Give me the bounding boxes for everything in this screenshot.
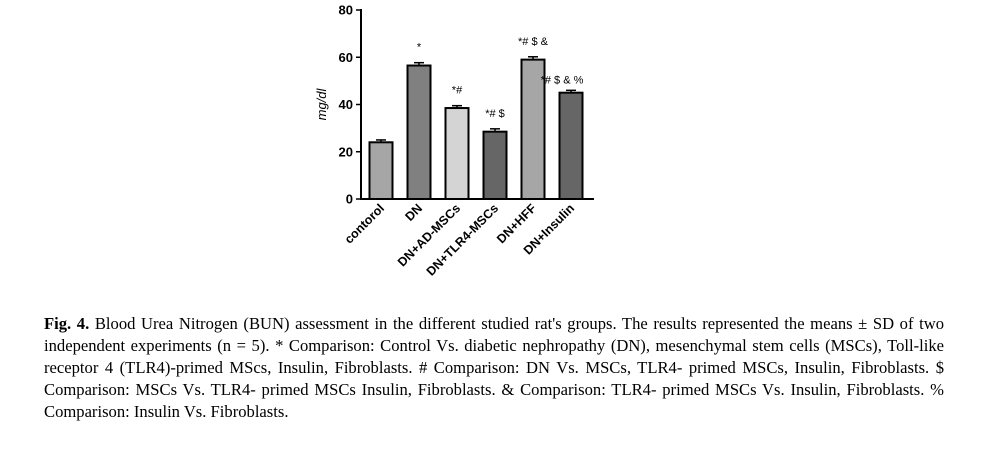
y-tick-label: 20 [339, 144, 353, 159]
y-tick-label: 60 [339, 50, 353, 65]
significance-label: *# [452, 85, 463, 97]
bar [406, 64, 432, 200]
bar [444, 107, 470, 200]
significance-label: * [417, 42, 422, 54]
y-tick-label: 0 [346, 192, 353, 207]
figure-label: Fig. 4. [44, 314, 90, 333]
significance-label: *# $ & % [541, 74, 584, 86]
caption-text: Blood Urea Nitrogen (BUN) assessment in … [44, 314, 944, 421]
category-label: DN+TLR4-MSCs [424, 201, 501, 278]
bar [368, 141, 394, 201]
figure-caption: Fig. 4. Blood Urea Nitrogen (BUN) assess… [44, 313, 944, 423]
y-axis-label: mg/dl [314, 87, 329, 120]
y-tick-label: 40 [339, 97, 353, 112]
significance-label: *# $ [485, 108, 505, 120]
bar [558, 91, 584, 200]
significance-label: *# $ & [518, 36, 549, 48]
category-label: contorol [342, 201, 387, 246]
category-label: DN [402, 201, 425, 224]
bar-chart: 020406080mg/dlcontorol*DN*#DN+AD-MSCs*# … [314, 3, 594, 279]
bar [482, 130, 508, 200]
y-tick-label: 80 [339, 3, 353, 18]
